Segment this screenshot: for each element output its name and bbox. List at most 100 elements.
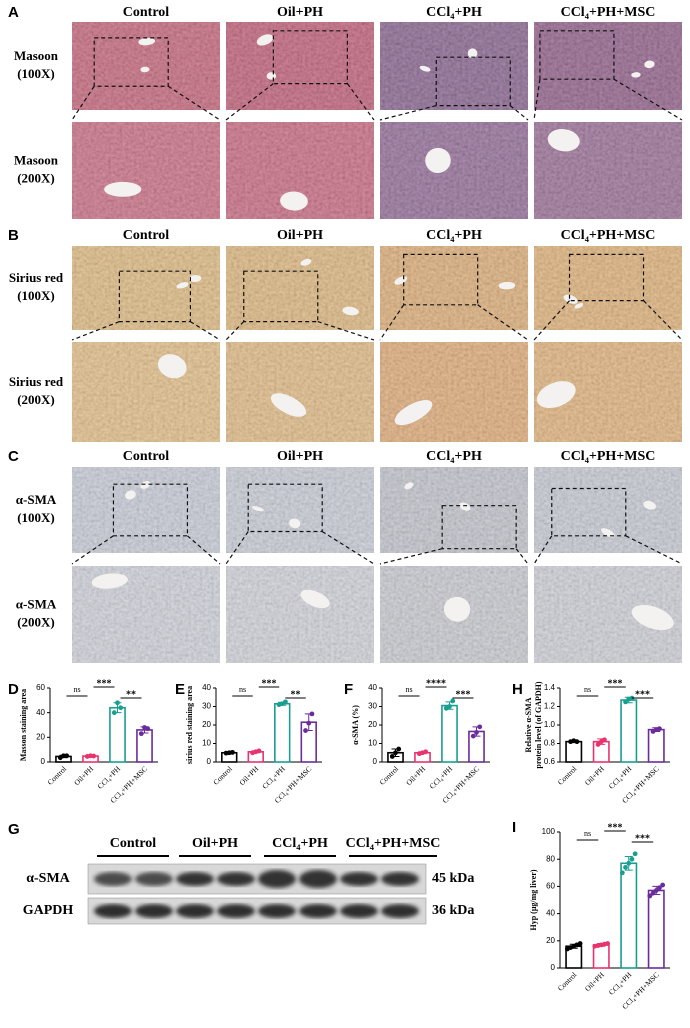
x-tick-label: Control: [556, 970, 579, 993]
blot-band: [299, 904, 337, 918]
zoom-guide: [515, 548, 529, 565]
y-tick-label: 20: [546, 936, 555, 945]
data-point: [477, 724, 483, 730]
significance-label: **: [291, 689, 301, 700]
significance-label: ***: [608, 678, 623, 689]
vessel: [104, 181, 142, 197]
panel-letter: C: [8, 448, 19, 465]
y-tick-label: 10: [202, 739, 211, 748]
zoom-guide: [346, 83, 375, 121]
panel-letter: E: [175, 681, 185, 698]
zoom-guide: [533, 300, 570, 341]
lane-group: CCl₄+PH+MSC: [346, 836, 441, 851]
blot-band: [340, 904, 378, 918]
zoom-box: [539, 30, 615, 80]
panel-letter: D: [8, 681, 19, 698]
x-tick-label: CCl₄+PH: [607, 970, 634, 997]
y-tick-label: 100: [542, 827, 556, 836]
micrograph-texture: [72, 246, 220, 330]
vessel: [140, 66, 150, 73]
y-tick-label: 40: [36, 708, 45, 717]
vessel: [643, 500, 656, 510]
y-axis-label: sirius red staining area: [185, 686, 194, 764]
y-tick-label: 30: [202, 702, 211, 711]
blot-band: [381, 872, 419, 886]
x-tick-label: Control: [211, 764, 234, 787]
blot-band: [258, 904, 296, 918]
zoom-guide: [225, 321, 245, 341]
data-point: [256, 748, 262, 754]
y-tick-label: 1.4: [544, 683, 556, 692]
zoom-guide: [379, 304, 405, 341]
zoom-guide: [509, 105, 529, 121]
x-tick-label: Control: [46, 764, 69, 787]
zoom-box: [247, 483, 323, 533]
vessel: [157, 354, 187, 379]
y-tick-label: 1.0: [544, 720, 556, 729]
data-point: [626, 860, 632, 866]
y-tick-label: 10: [368, 739, 377, 748]
micrograph-texture: [72, 22, 220, 110]
y-tick-label: 0: [551, 963, 556, 972]
data-point: [118, 705, 124, 711]
zoom-guide: [379, 548, 443, 565]
micrograph-texture: [534, 467, 682, 553]
blot-band: [340, 872, 378, 886]
y-axis-label: α-SMA (%): [351, 705, 360, 745]
vessel: [176, 282, 189, 289]
row-label: (200X): [17, 170, 55, 185]
data-point: [396, 746, 402, 752]
blot-size-label: 36 kDa: [432, 903, 474, 918]
vessel: [644, 60, 655, 69]
data-point: [595, 742, 601, 747]
data-point: [64, 753, 70, 759]
y-tick-label: 60: [546, 882, 555, 891]
bar: [620, 862, 638, 969]
row-label: Masoon: [14, 152, 59, 167]
zoom-box: [243, 270, 319, 323]
data-point: [111, 710, 117, 716]
data-point: [574, 739, 580, 745]
data-point: [619, 870, 625, 876]
blot-band: [217, 872, 255, 886]
row-label: Sirius red: [9, 270, 64, 285]
significance-label: ***: [262, 678, 277, 689]
blot-band: [176, 904, 214, 918]
x-tick-label: Oil+PH: [72, 764, 95, 787]
x-tick-label: Oil+PH: [583, 970, 606, 993]
vessel: [547, 128, 580, 152]
lane-group: Control: [110, 836, 157, 851]
row-label: Masoon: [14, 48, 59, 63]
zoom-box: [93, 37, 169, 87]
vessel: [601, 528, 615, 538]
zoom-guide: [71, 321, 120, 341]
data-point: [629, 856, 635, 862]
vessel: [300, 589, 330, 609]
data-point: [303, 728, 308, 733]
zoom-box: [403, 253, 479, 306]
vessel: [563, 294, 578, 304]
x-tick-label: CCl₄+PH: [428, 764, 455, 791]
data-point: [660, 882, 666, 888]
significance-label: ****: [426, 678, 446, 689]
data-point: [605, 941, 611, 946]
data-point: [623, 699, 628, 705]
significance-label: ns: [239, 685, 246, 694]
data-point: [632, 851, 638, 857]
x-tick-label: Control: [556, 764, 579, 787]
zoom-box: [118, 270, 192, 323]
blot-band: [299, 870, 337, 888]
blot-band: [94, 872, 132, 886]
vessel: [443, 596, 471, 622]
zoom-guide: [167, 85, 221, 121]
blot-row-label: GAPDH: [23, 903, 74, 918]
panel-letter: G: [8, 821, 20, 838]
significance-label: ***: [608, 822, 623, 833]
y-tick-label: 0.6: [544, 757, 556, 766]
zoom-guide: [321, 530, 375, 565]
significance-label: **: [126, 689, 136, 700]
panel-letter: I: [512, 819, 516, 836]
column-header: CCl₄+PH: [426, 5, 482, 20]
data-point: [653, 888, 659, 893]
